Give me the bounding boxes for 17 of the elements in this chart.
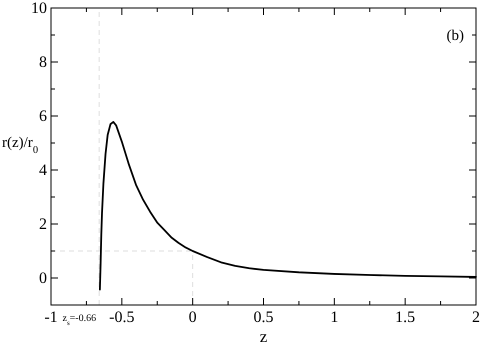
y-tick-label: 0 — [39, 270, 47, 287]
y-tick-label: 8 — [39, 54, 47, 71]
x-tick-label: 2 — [472, 309, 480, 326]
y-tick-label: 4 — [39, 162, 47, 179]
y-tick-label: 2 — [39, 216, 47, 233]
x-tick-label: 1.5 — [395, 309, 416, 326]
x-axis-title: z — [260, 327, 268, 346]
ref-line-label: z$_{s}$=-0.66 — [62, 313, 96, 327]
annotation: (b) — [446, 28, 464, 44]
x-tick-label: 0.5 — [254, 309, 274, 326]
x-tick-label: 1 — [330, 309, 338, 326]
x-tick-label: 0 — [188, 309, 197, 326]
y-axis-title: r(z)/r$_{0}$ — [2, 135, 38, 156]
x-tick-label: -1 — [44, 309, 58, 326]
y-tick-label: 10 — [31, 0, 47, 17]
x-tick-label: -0.5 — [109, 309, 134, 326]
y-tick-label: 6 — [39, 108, 47, 125]
